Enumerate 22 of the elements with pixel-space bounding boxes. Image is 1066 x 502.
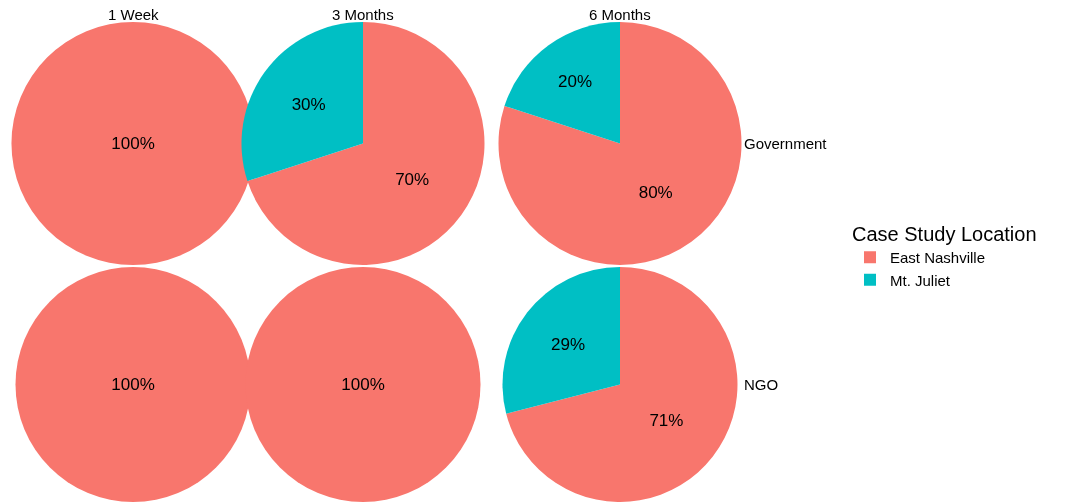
data-label: 20% [558,72,593,92]
data-label: 80% [638,183,673,203]
pie-slice [506,267,738,502]
pie-slice [504,22,620,144]
chart-title: 3 Months [332,6,394,23]
data-label: 100% [111,134,155,153]
legend-title: Case Study Location [852,223,1037,245]
pie-slice [498,22,742,265]
data-label: 29% [551,334,586,354]
text: Government [744,135,828,152]
legend-label: East Nashville [890,249,986,267]
data-label: 100% [111,375,155,394]
data-label: 71% [649,411,684,431]
chart-title: 6 Months [589,6,651,23]
pie-slice [502,267,620,414]
pie-slice [241,22,363,182]
data-label: 70% [395,169,430,189]
chart-title: 1 Week [108,6,160,23]
data-label: 30% [291,94,326,114]
data-label: 100% [341,375,385,394]
text: NGO [744,376,779,393]
legend-label: Mt. Juliet [890,271,951,289]
